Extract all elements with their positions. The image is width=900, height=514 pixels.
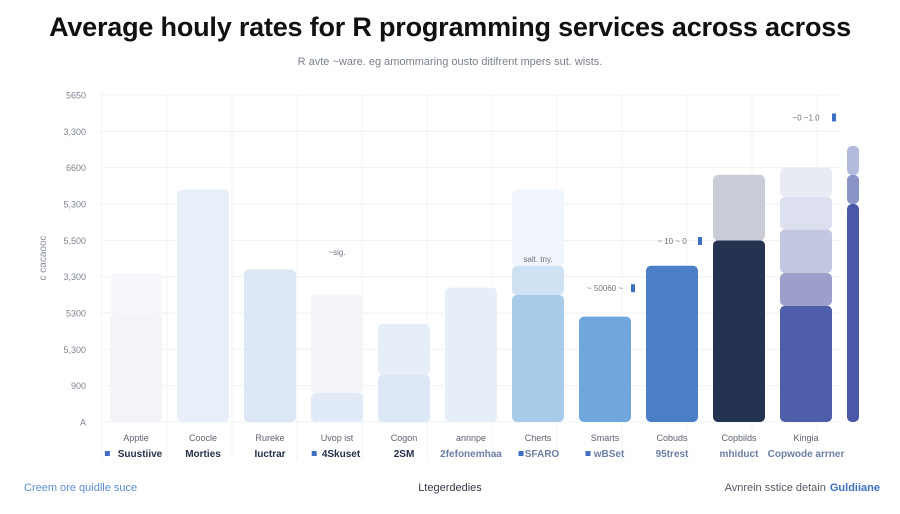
bar-segment: [311, 294, 363, 393]
bar-segment: [579, 316, 631, 422]
legend-marker: [585, 451, 591, 456]
bar-segment: [177, 189, 229, 422]
chart-title: Average houly rates for R programming se…: [49, 12, 851, 42]
bar-segment: [847, 204, 859, 422]
legend-label: wBSet: [593, 449, 625, 460]
footer-center-text: Ltegerdedies: [418, 482, 482, 494]
legend-label: Copwode arrner: [768, 449, 845, 460]
x-tick-label: Uvop ist: [321, 433, 354, 443]
x-tick-label: Apptie: [123, 433, 149, 443]
bar-segment: [512, 294, 564, 422]
legend-marker: [104, 451, 110, 456]
legend-label: Morties: [185, 449, 221, 460]
x-tick-label: Copbilds: [721, 433, 757, 443]
data-annotation: ~ 50060 ~: [587, 284, 623, 293]
y-tick-label: 5,300: [63, 200, 86, 210]
y-tick-label: 5650: [66, 91, 86, 101]
data-annotation: ~ 10 ~ 0: [657, 237, 687, 246]
annotation-marker: [698, 236, 702, 245]
y-tick-label: 3,300: [63, 127, 86, 137]
brand-logo-text: Guldiiane: [829, 482, 880, 494]
x-tick-label: Cogon: [391, 433, 418, 443]
footer-right-text: Avnrein sstice detain Guldiiane: [725, 482, 880, 494]
data-annotation: salt. tny.: [523, 255, 552, 264]
bar-segment: [244, 269, 296, 422]
y-tick-label: A: [80, 418, 86, 428]
x-tick-label: Kingia: [793, 433, 818, 443]
legend-label: 2SM: [394, 449, 415, 460]
legend-label: SFARO: [525, 449, 560, 460]
legend-marker: [311, 451, 317, 456]
bar-segment: [713, 174, 765, 241]
x-tick-label: annnpe: [456, 433, 486, 443]
bar-segment: [646, 265, 698, 422]
bar-segment: [378, 374, 430, 422]
bar-segment: [780, 229, 832, 274]
annotation-marker: [832, 113, 836, 122]
bar-segment: [713, 240, 765, 422]
legend-marker: [518, 451, 524, 456]
bar-segment: [512, 189, 564, 266]
data-annotation: ~sig.: [328, 248, 345, 257]
x-tick-label: Cobuds: [656, 433, 688, 443]
bar-segment: [780, 273, 832, 306]
y-tick-label: 5300: [66, 309, 86, 319]
x-tick-label: Coocle: [189, 433, 217, 443]
bar-segment: [780, 305, 832, 422]
bar-segment: [847, 145, 859, 175]
legend-label: Iuctrar: [254, 449, 285, 460]
legend-label: mhiduct: [720, 449, 760, 460]
legend-label: Suustiive: [118, 449, 163, 460]
bar-segment: [847, 174, 859, 204]
bar-segment: [110, 273, 162, 313]
data-annotation: ~0 ~1.0: [792, 113, 820, 122]
y-tick-label: 5,500: [63, 236, 86, 246]
y-tick-label: 6600: [66, 163, 86, 173]
x-tick-label: Smarts: [591, 433, 620, 443]
y-axis-label: c cacaooc: [38, 235, 49, 280]
x-tick-label: Cherts: [525, 433, 552, 443]
legend-label: 4Skuset: [322, 449, 361, 460]
bar-segment: [378, 323, 430, 375]
bar-segment: [110, 313, 162, 422]
footer-right-label: Avnrein sstice detain: [724, 482, 826, 494]
bar-segment: [311, 392, 363, 422]
bar-segment: [780, 196, 832, 230]
annotation-marker: [631, 284, 635, 293]
y-tick-label: 3,300: [63, 272, 86, 282]
chart-subtitle: R avte ~ware. eg amommaring ousto ditifr…: [297, 56, 603, 68]
bar-segment: [445, 287, 497, 422]
x-tick-label: Rureke: [255, 433, 284, 443]
legend-label: 95trest: [656, 449, 689, 460]
y-tick-label: 5,300: [63, 345, 86, 355]
footer-left-text: Creem ore quidlle suce: [24, 482, 138, 494]
bar-segment: [780, 167, 832, 197]
bar-segment: [512, 265, 564, 295]
y-tick-label: 900: [71, 381, 86, 391]
legend-label: 2fefonemhaa: [440, 449, 502, 460]
